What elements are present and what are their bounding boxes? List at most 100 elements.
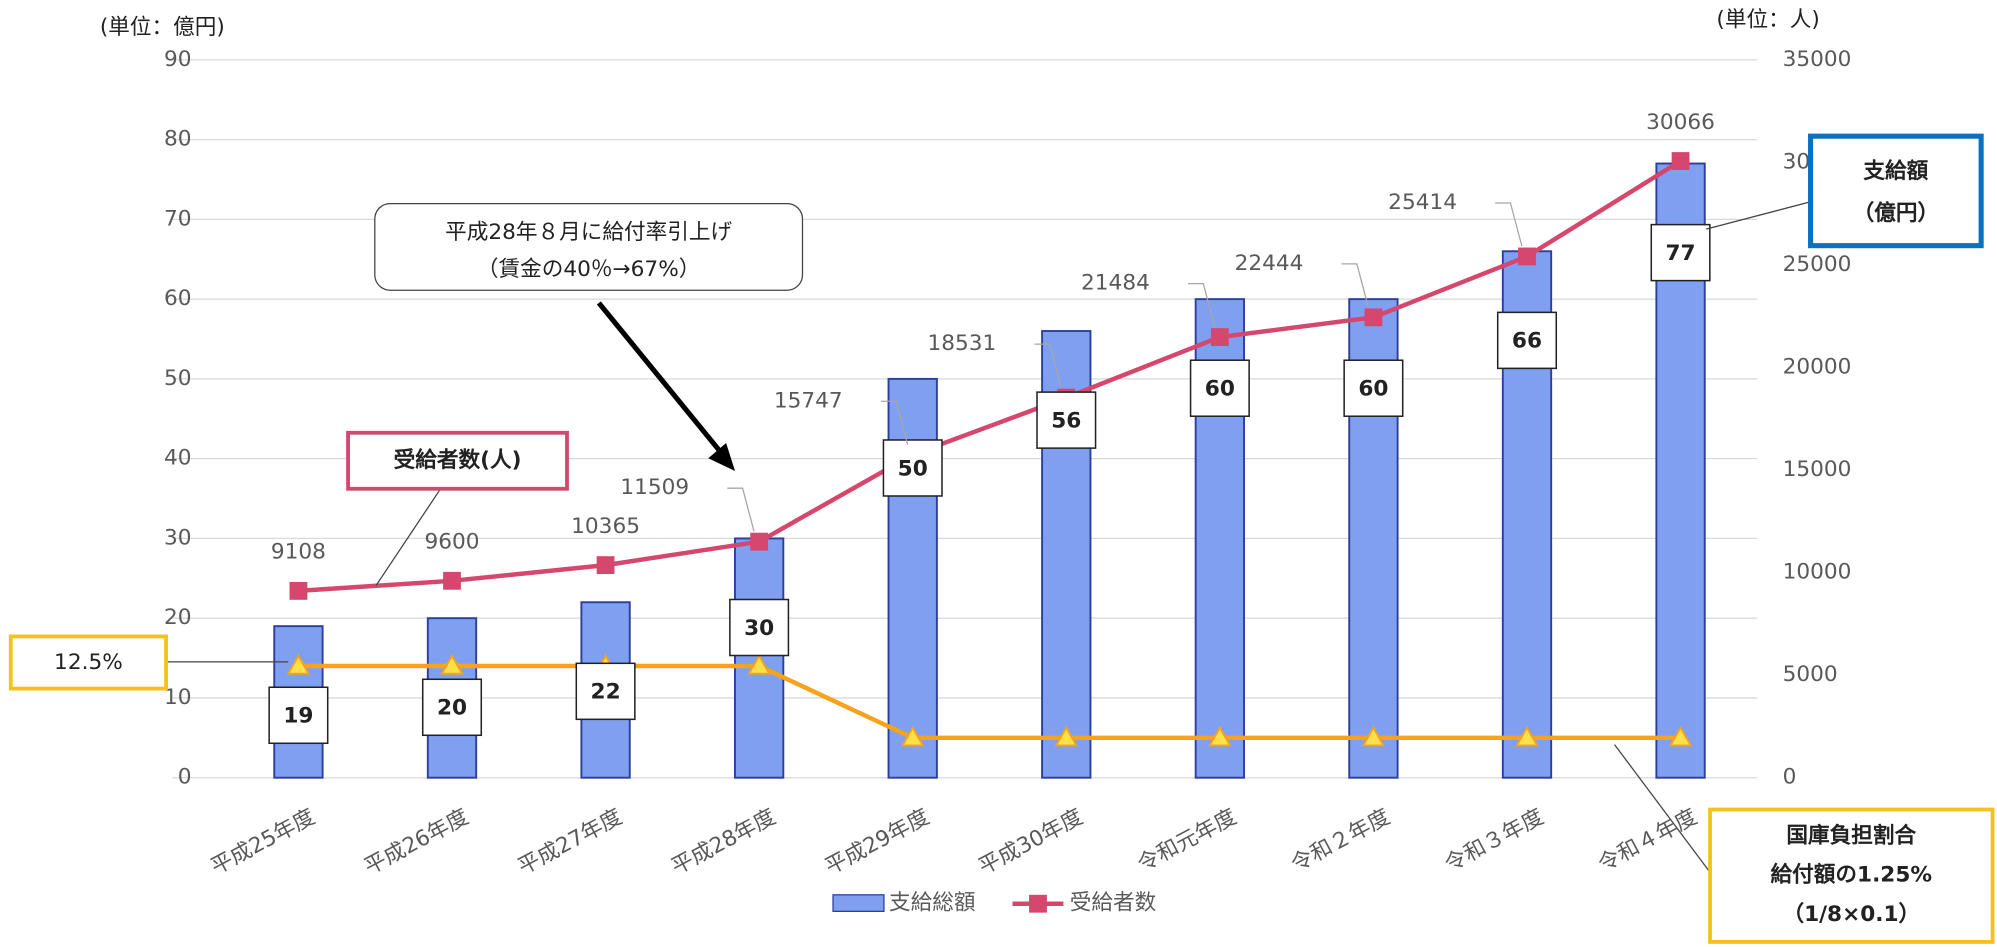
value-label: 60 — [1358, 376, 1388, 401]
marker — [1361, 725, 1386, 747]
bar — [887, 377, 938, 779]
data-label: 11509 — [620, 475, 689, 500]
leader-line — [1614, 744, 1714, 877]
marker — [596, 556, 615, 575]
x-tick: 平成28年度 — [668, 804, 780, 880]
y2-tick-label: 10000 — [1783, 560, 1852, 585]
line — [298, 159, 1682, 594]
amount-text: 支給額 — [1863, 158, 1928, 184]
y2-tick-label: 25000 — [1783, 252, 1852, 277]
marker — [1515, 725, 1539, 747]
callout-text: （賃金の40％→67%） — [477, 257, 700, 282]
y2-tick-label: 20000 — [1783, 354, 1852, 379]
value-label-box — [421, 678, 483, 737]
data-label: 9108 — [271, 540, 326, 565]
y-tick-label: 40 — [164, 446, 192, 471]
value-label-box — [1496, 311, 1558, 370]
value-label: 19 — [283, 704, 313, 729]
x-tick: 平成30年度 — [975, 804, 1087, 880]
x-tick-label: 令和元年度 — [1134, 804, 1241, 877]
leader-line — [1706, 200, 1814, 230]
share-text: 12.5% — [54, 650, 123, 675]
y2-tick-label: 5000 — [1783, 662, 1838, 687]
y2-tick-label: 35000 — [1783, 47, 1852, 72]
x-tick-label: 平成28年度 — [668, 804, 780, 880]
legend-label: 支給総額 — [889, 891, 976, 916]
data-label: 15747 — [774, 388, 843, 413]
y2-tick-label: 15000 — [1783, 457, 1852, 482]
x-tick-label: 平成26年度 — [360, 804, 472, 880]
y2-tick-label: 0 — [1783, 765, 1797, 790]
marker — [289, 581, 308, 600]
y-tick-label: 90 — [164, 47, 192, 72]
marker — [1668, 725, 1693, 747]
value-label: 60 — [1205, 376, 1235, 401]
value-label: 30 — [744, 616, 774, 641]
x-tick: 平成26年度 — [360, 804, 472, 880]
y-tick-label: 10 — [164, 685, 192, 710]
amount-text: （億円） — [1853, 200, 1940, 226]
y-tick-label: 20 — [164, 605, 192, 630]
value-label-box — [1189, 359, 1250, 417]
value-label-box — [882, 439, 943, 497]
marker — [1364, 308, 1383, 327]
data-label: 18531 — [927, 331, 996, 356]
y-tick-label: 80 — [164, 127, 192, 152]
value-label: 20 — [437, 696, 467, 721]
data-label: 9600 — [424, 530, 479, 555]
legend-swatch — [1029, 894, 1047, 913]
leader-line — [1341, 263, 1369, 308]
data-label: 30066 — [1646, 110, 1715, 135]
marker — [286, 653, 311, 675]
callout-box — [374, 203, 804, 291]
x-tick: 平成29年度 — [821, 804, 933, 880]
leader-line — [375, 489, 441, 586]
x-tick: 令和３年度 — [1441, 804, 1548, 877]
value-label: 66 — [1512, 329, 1542, 354]
value-label: 22 — [591, 680, 621, 705]
marker — [1671, 152, 1690, 170]
share-box — [8, 634, 168, 691]
y-tick-label: 30 — [164, 525, 192, 550]
x-tick-label: 令和３年度 — [1441, 804, 1548, 877]
recipients-box — [346, 430, 569, 491]
marker — [443, 571, 461, 590]
data-label: 25414 — [1388, 190, 1457, 215]
marker — [900, 725, 925, 747]
arrow — [596, 301, 726, 458]
x-tick: 平成25年度 — [207, 804, 319, 880]
value-label: 56 — [1051, 408, 1081, 433]
x-tick: 令和元年度 — [1134, 804, 1241, 877]
national-text: 国庫負担割合 — [1786, 822, 1916, 848]
national-text: 給付額の1.25% — [1771, 862, 1933, 888]
y-tick-label: 0 — [178, 765, 192, 790]
x-tick-label: 令和２年度 — [1287, 804, 1394, 877]
leader-line — [1495, 202, 1523, 247]
national-text: （1/8×0.1） — [1782, 902, 1920, 927]
x-tick-label: 平成30年度 — [975, 804, 1087, 880]
marker — [747, 653, 771, 675]
callout-text: 平成28年８月に給付率引上げ — [445, 220, 732, 245]
marker — [750, 532, 769, 551]
y-tick-label: 70 — [164, 206, 192, 231]
marker — [440, 653, 464, 675]
value-label: 50 — [898, 456, 928, 481]
leader-line — [880, 400, 909, 445]
value-label-box — [729, 598, 790, 657]
value-label-box — [575, 662, 636, 721]
x-tick: 令和２年度 — [1287, 804, 1394, 877]
x-tick: 平成27年度 — [514, 804, 626, 880]
amount-box — [1808, 133, 1984, 249]
marker — [1518, 247, 1536, 266]
value-label-box — [268, 686, 329, 745]
legend-label: 受給者数 — [1070, 891, 1157, 916]
arrow-head — [708, 442, 736, 471]
value-label: 77 — [1666, 241, 1696, 266]
line — [298, 663, 1681, 741]
y-tick-label: 60 — [164, 286, 192, 311]
national-box — [1708, 807, 1995, 944]
value-label-box — [1036, 391, 1097, 449]
y-tick-label: 50 — [164, 366, 192, 391]
marker — [1208, 725, 1232, 747]
